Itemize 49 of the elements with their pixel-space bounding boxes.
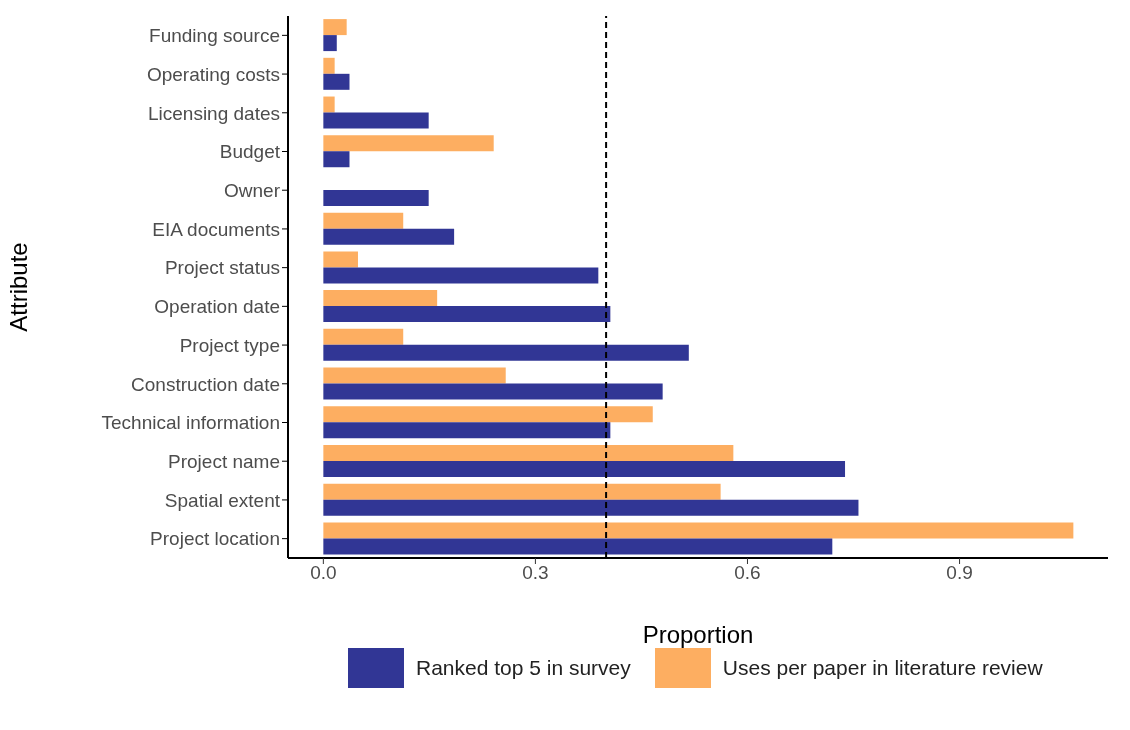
y-tick-label: Funding source — [149, 25, 280, 47]
x-tick-label: 0.3 — [522, 562, 549, 584]
bar — [323, 328, 404, 345]
y-tick-label: Project status — [164, 257, 280, 279]
x-tick-label: 0.9 — [946, 562, 973, 584]
bar — [323, 189, 429, 206]
bar — [323, 57, 335, 74]
bar — [323, 522, 1074, 539]
bar — [323, 19, 347, 36]
bar — [323, 367, 506, 384]
y-tick-label: Technical information — [101, 412, 280, 434]
bar — [323, 251, 358, 268]
bar — [323, 499, 859, 516]
bar — [323, 538, 833, 555]
y-tick-label: Project type — [179, 334, 280, 356]
x-axis-title: Proportion — [642, 621, 754, 648]
y-tick-label: Operating costs — [146, 63, 280, 85]
y-tick-label: Licensing dates — [147, 102, 280, 124]
y-axis-title: Attribute — [4, 242, 32, 332]
y-tick-label: Spatial extent — [164, 489, 281, 511]
y-tick-label: Project name — [168, 450, 280, 472]
bar — [323, 344, 689, 361]
legend-label: Uses per paper in literature review — [722, 656, 1043, 680]
bar — [323, 383, 663, 400]
bar — [323, 112, 429, 129]
y-tick-label: Project location — [150, 528, 280, 550]
bar — [323, 73, 350, 90]
y-tick-label: Budget — [219, 141, 281, 163]
y-tick-label: Construction date — [131, 373, 280, 395]
bar — [323, 483, 721, 500]
y-tick-label: EIA documents — [152, 218, 280, 240]
bar — [323, 267, 599, 284]
bar — [323, 228, 455, 245]
bar — [323, 151, 350, 168]
bar — [323, 35, 337, 52]
y-tick-label: Operation date — [154, 296, 280, 318]
bar — [323, 406, 653, 423]
bar — [323, 96, 335, 113]
bar — [323, 460, 846, 477]
bar — [323, 135, 494, 152]
x-tick-label: 0.6 — [734, 562, 761, 584]
bar — [323, 290, 438, 307]
x-tick-label: 0.0 — [310, 562, 337, 584]
bar — [323, 422, 611, 439]
bar — [323, 444, 734, 461]
legend-label: Ranked top 5 in survey — [416, 656, 631, 680]
bar — [323, 212, 404, 229]
bar — [323, 306, 611, 323]
y-tick-label: Owner — [224, 179, 281, 201]
